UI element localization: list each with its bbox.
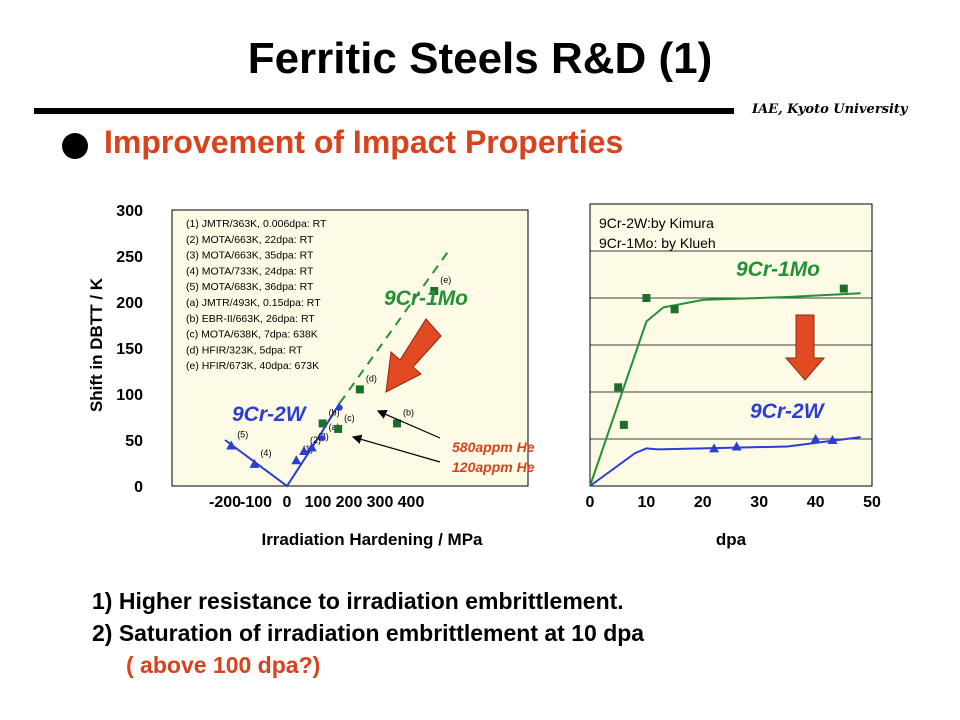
left-legend-entry: (3) MOTA/663K, 35dpa: RT xyxy=(186,250,314,262)
left-point-triangle xyxy=(299,446,310,456)
left-point-label: (4) xyxy=(260,448,271,458)
left-x-ticks: -200-100 0 100 200 300 400 xyxy=(209,494,424,511)
left-y-ticks: 0 50 100 150 200 250 300 xyxy=(116,203,143,496)
he-120-label: 120appm He xyxy=(452,459,535,475)
left-legend-entry: (b) EBR-II/663K, 26dpa: RT xyxy=(186,313,315,325)
left-x-tick-label: 0 xyxy=(283,494,292,511)
left-point-label: (2) xyxy=(310,435,321,445)
left-point-triangle xyxy=(306,442,317,452)
left-point-triangle xyxy=(249,458,260,468)
left-legend-entry: (c) MOTA/638K, 7dpa: 638K xyxy=(186,329,318,341)
right-emphasis-arrow xyxy=(784,314,826,381)
left-x-tick-label: 100 xyxy=(305,494,332,511)
right-x-ticks: 0 10 20 30 40 50 xyxy=(586,494,881,511)
left-data-marks: (5)(4)(1)(2)(3)(a)(b)(c)(d)(b)(e) xyxy=(226,275,451,468)
right-x-tick-label: 40 xyxy=(807,494,825,511)
left-x-tick-label: -100 xyxy=(240,494,272,511)
right-x-tick-label: 50 xyxy=(863,494,881,511)
right-x-tick-label: 20 xyxy=(694,494,712,511)
left-label-9cr2w: 9Cr-2W xyxy=(232,403,308,426)
left-point-label: (1) xyxy=(302,444,313,454)
left-point-label: (b) xyxy=(403,407,414,417)
left-legend-entry: (d) HFIR/323K, 5dpa: RT xyxy=(186,344,303,356)
left-y-tick-label: 100 xyxy=(116,387,143,404)
left-point-square xyxy=(318,419,327,428)
right-data-marks xyxy=(614,284,848,453)
bullet-icon xyxy=(62,133,88,159)
left-point-circle xyxy=(336,404,343,411)
right-x-tick-label: 0 xyxy=(586,494,595,511)
left-y-tick-label: 150 xyxy=(116,341,143,358)
left-point-circle xyxy=(319,435,326,442)
page-title: Ferritic Steels R&D (1) xyxy=(247,34,713,83)
left-x-axis-label: Irradiation Hardening / MPa xyxy=(261,530,483,549)
right-point-triangle xyxy=(827,434,838,444)
left-x-tick-label: 400 xyxy=(398,494,425,511)
right-label-9cr1mo: 9Cr-1Mo xyxy=(736,258,820,281)
right-point-square xyxy=(619,420,628,429)
left-point-triangle xyxy=(226,440,237,450)
right-point-square xyxy=(642,294,651,302)
left-legend-entry: (2) MOTA/663K, 22dpa: RT xyxy=(186,234,314,246)
left-legend-entry: (5) MOTA/683K, 36dpa: RT xyxy=(186,281,314,293)
section-subtitle: Improvement of Impact Properties xyxy=(104,124,624,160)
left-legend-entry: (e) HFIR/673K, 40dpa: 673K xyxy=(186,360,319,372)
right-point-triangle xyxy=(810,434,821,443)
left-plot-area xyxy=(171,209,529,487)
conclusions: 1) Higher resistance to irradiation embr… xyxy=(92,585,644,681)
right-point-triangle xyxy=(709,443,720,453)
he-580-arrow xyxy=(376,409,441,439)
left-x-tick-label: 200 xyxy=(336,494,363,511)
title-divider xyxy=(34,108,734,114)
left-point-label: (b) xyxy=(329,407,340,417)
left-legend-entry: (a) JMTR/493K, 0.15dpa: RT xyxy=(186,297,321,309)
left-condition-legend: (1) JMTR/363K, 0.006dpa: RT (2) MOTA/663K… xyxy=(186,218,327,372)
right-curve xyxy=(589,436,861,487)
left-point-label: (d) xyxy=(366,373,377,383)
right-x-tick-label: 30 xyxy=(750,494,768,511)
left-y-tick-label: 250 xyxy=(116,249,143,266)
left-point-square xyxy=(430,286,439,295)
affiliation: IAE, Kyoto University xyxy=(752,102,908,117)
right-x-tick-label: 10 xyxy=(638,494,656,511)
left-x-tick-label: -200 xyxy=(209,494,241,511)
left-point-label: (c) xyxy=(344,413,355,423)
he-120-arrow xyxy=(351,434,441,463)
right-curves xyxy=(589,292,861,487)
conclusion-1: 1) Higher resistance to irradiation embr… xyxy=(92,588,624,614)
left-point-square xyxy=(393,419,402,428)
left-point-square xyxy=(355,385,364,394)
left-legend-entry: (4) MOTA/733K, 24dpa: RT xyxy=(186,265,314,277)
right-point-square xyxy=(670,305,679,314)
right-point-triangle xyxy=(731,441,742,451)
right-label-9cr2w: 9Cr-2W xyxy=(750,400,826,423)
left-y-tick-label: 200 xyxy=(116,295,143,312)
left-label-9cr1mo: 9Cr-1Mo xyxy=(384,287,468,310)
conclusion-2: 2) Saturation of irradiation embrittleme… xyxy=(92,620,645,646)
left-point-label: (e) xyxy=(440,275,451,285)
left-y-tick-label: 0 xyxy=(134,479,143,496)
conclusion-3: ( above 100 dpa?) xyxy=(126,652,321,678)
left-x-tick-label: 300 xyxy=(367,494,394,511)
right-point-square xyxy=(839,284,848,293)
left-point-square xyxy=(334,424,343,433)
left-y-tick-label: 50 xyxy=(125,433,143,450)
left-y-axis-label: Shift in DBTT / K xyxy=(87,277,106,412)
dpa-chart: 0 10 20 30 40 50 9Cr-2W:by Kimura 9Cr-1Mo: by… xyxy=(586,203,881,549)
right-note-2: 9Cr-1Mo: by Klueh xyxy=(599,235,716,251)
left-emphasis-arrow xyxy=(385,318,442,393)
right-note-1: 9Cr-2W:by Kimura xyxy=(599,215,714,231)
right-point-square xyxy=(614,383,623,392)
left-point-label: (5) xyxy=(237,430,248,440)
he-580-label: 580appm He xyxy=(452,439,535,455)
right-curve xyxy=(589,292,861,487)
left-point-triangle xyxy=(291,455,302,465)
left-y-tick-label: 300 xyxy=(116,203,143,220)
left-legend-entry: (1) JMTR/363K, 0.006dpa: RT xyxy=(186,218,327,230)
right-x-axis-label: dpa xyxy=(716,530,747,549)
